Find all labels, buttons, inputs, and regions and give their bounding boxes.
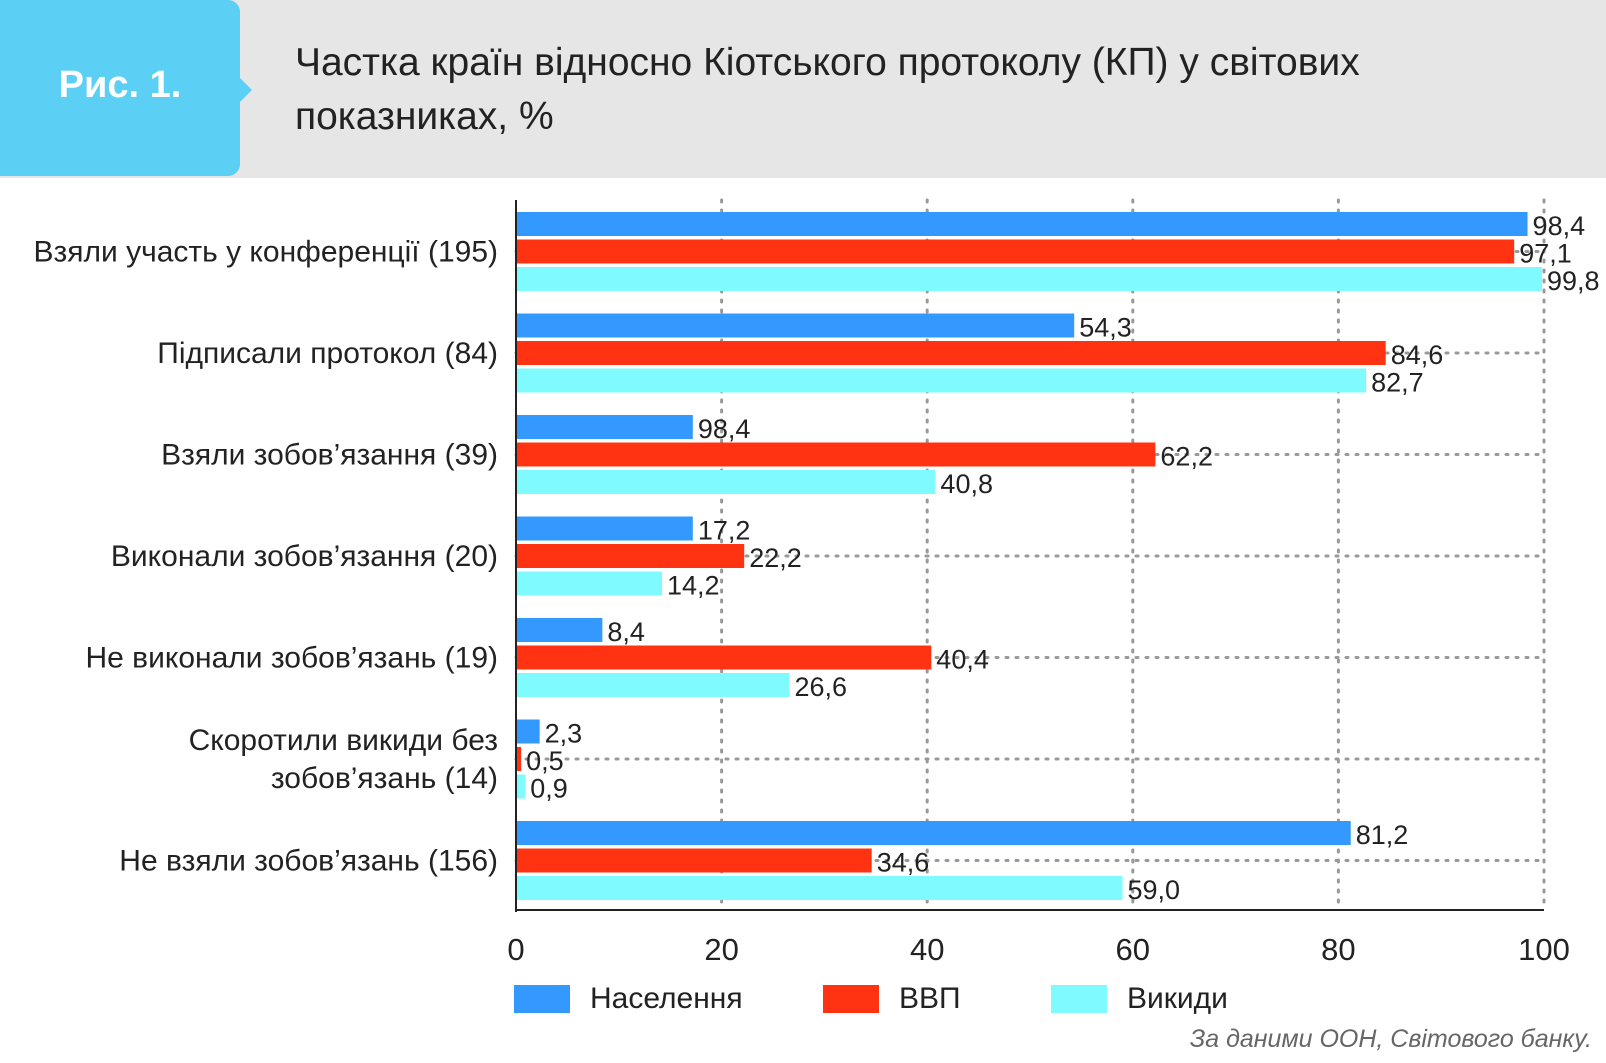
category-label: Скоротили викиди без [189, 724, 498, 757]
bar-population [516, 516, 693, 541]
chart-title: Частка країн відносно Кіотського протоко… [295, 41, 1360, 138]
bar-gdp [516, 442, 1156, 467]
data-label: 26,6 [794, 672, 847, 702]
legend-label-population: Населення [590, 982, 743, 1015]
bar-emissions [516, 774, 526, 799]
data-label: 97,1 [1519, 239, 1572, 269]
data-label: 59,0 [1128, 875, 1181, 905]
legend-swatch-population [514, 985, 570, 1013]
bar-gdp [516, 341, 1386, 365]
bar-population [516, 415, 693, 439]
legend-item-gdp: ВВП [823, 982, 961, 1015]
data-label: 99,8 [1547, 266, 1600, 296]
bar-emissions [516, 876, 1123, 900]
bar-population [516, 719, 540, 744]
data-label: 40,8 [940, 469, 993, 499]
data-label: 2,3 [545, 719, 583, 749]
category-label: Не виконали зобов’язань (19) [85, 642, 498, 675]
figure-header: Рис. 1. Частка країн відносно Кіотського… [0, 0, 1606, 178]
legend-swatch-emissions [1051, 985, 1107, 1013]
x-tick-label: 80 [1321, 932, 1355, 967]
category-label: Взяли зобов’язання (39) [161, 439, 498, 472]
category-label: Виконали зобов’язання (20) [111, 540, 498, 573]
category-label: Підписали протокол (84) [157, 337, 498, 370]
bar-gdp [516, 239, 1515, 264]
bar-gdp [516, 848, 872, 873]
legend-swatch-gdp [823, 985, 879, 1013]
data-label: 98,4 [698, 414, 751, 444]
x-tick-label: 40 [910, 932, 944, 967]
bar-emissions [516, 470, 936, 494]
x-tick-label: 20 [704, 932, 738, 967]
source-note: За даними ООН, Світового банку. [1189, 1025, 1592, 1053]
data-label: 54,3 [1079, 313, 1132, 343]
data-label: 40,4 [936, 645, 989, 675]
figure-label: Рис. 1. [58, 64, 182, 106]
category-label: Не взяли зобов’язань (156) [119, 845, 498, 878]
legend-label-emissions: Викиди [1127, 982, 1228, 1015]
bar-emissions [516, 267, 1542, 291]
bar-gdp [516, 544, 745, 568]
bar-gdp [516, 645, 932, 670]
x-tick-label: 0 [507, 932, 524, 967]
data-label: 84,6 [1391, 340, 1444, 370]
bar-emissions [516, 571, 662, 596]
bar-population [516, 618, 603, 642]
bar-gdp [516, 747, 522, 771]
x-tick-label: 60 [1116, 932, 1150, 967]
bar-population [516, 821, 1351, 845]
data-label: 14,2 [667, 571, 720, 601]
category-label: Взяли участь у конференції (195) [33, 236, 498, 269]
data-label: 82,7 [1371, 368, 1424, 398]
data-label: 22,2 [749, 543, 802, 573]
data-label: 0,5 [526, 746, 564, 776]
legend-label-gdp: ВВП [899, 982, 961, 1015]
x-tick-label: 100 [1518, 932, 1570, 967]
badge-arrow [238, 76, 252, 104]
legend-item-emissions: Викиди [1051, 982, 1228, 1015]
data-label: 0,9 [530, 774, 568, 804]
bar-emissions [516, 368, 1367, 393]
data-label: 17,2 [698, 516, 751, 546]
bar-emissions [516, 673, 790, 697]
figure-badge [0, 0, 240, 176]
data-label: 98,4 [1533, 211, 1586, 241]
category-label: зобов’язань (14) [271, 762, 498, 795]
data-label: 8,4 [607, 617, 645, 647]
data-label: 34,6 [877, 848, 930, 878]
data-label: 62,2 [1160, 442, 1213, 472]
bar-population [516, 212, 1528, 236]
data-label: 81,2 [1356, 820, 1409, 850]
bar-population [516, 313, 1075, 338]
legend-item-population: Населення [514, 982, 743, 1015]
